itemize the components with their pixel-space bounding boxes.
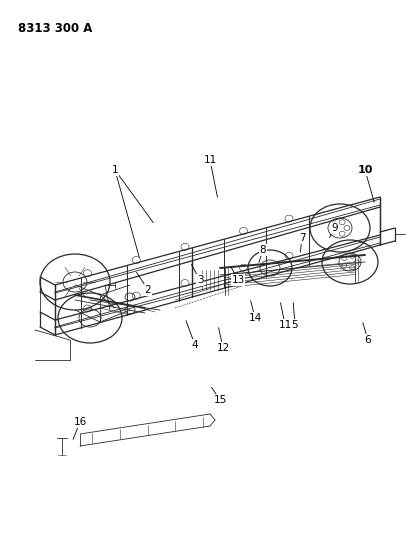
Text: 11: 11 (278, 320, 292, 330)
Text: 11: 11 (203, 155, 217, 165)
Text: 14: 14 (248, 313, 262, 323)
Text: 10: 10 (357, 165, 373, 175)
Text: 12: 12 (216, 343, 230, 353)
Text: 9: 9 (332, 223, 338, 233)
Text: 7: 7 (299, 233, 305, 243)
Text: 13: 13 (231, 275, 245, 285)
Text: 4: 4 (192, 340, 198, 350)
Text: 6: 6 (365, 335, 371, 345)
Text: 15: 15 (213, 395, 226, 405)
Text: 2: 2 (145, 285, 151, 295)
Text: 1: 1 (112, 165, 118, 175)
Text: 5: 5 (292, 320, 298, 330)
Text: 8313 300 A: 8313 300 A (18, 22, 92, 35)
Text: 16: 16 (73, 417, 86, 427)
Text: 3: 3 (197, 275, 203, 285)
Text: 8: 8 (259, 245, 266, 255)
